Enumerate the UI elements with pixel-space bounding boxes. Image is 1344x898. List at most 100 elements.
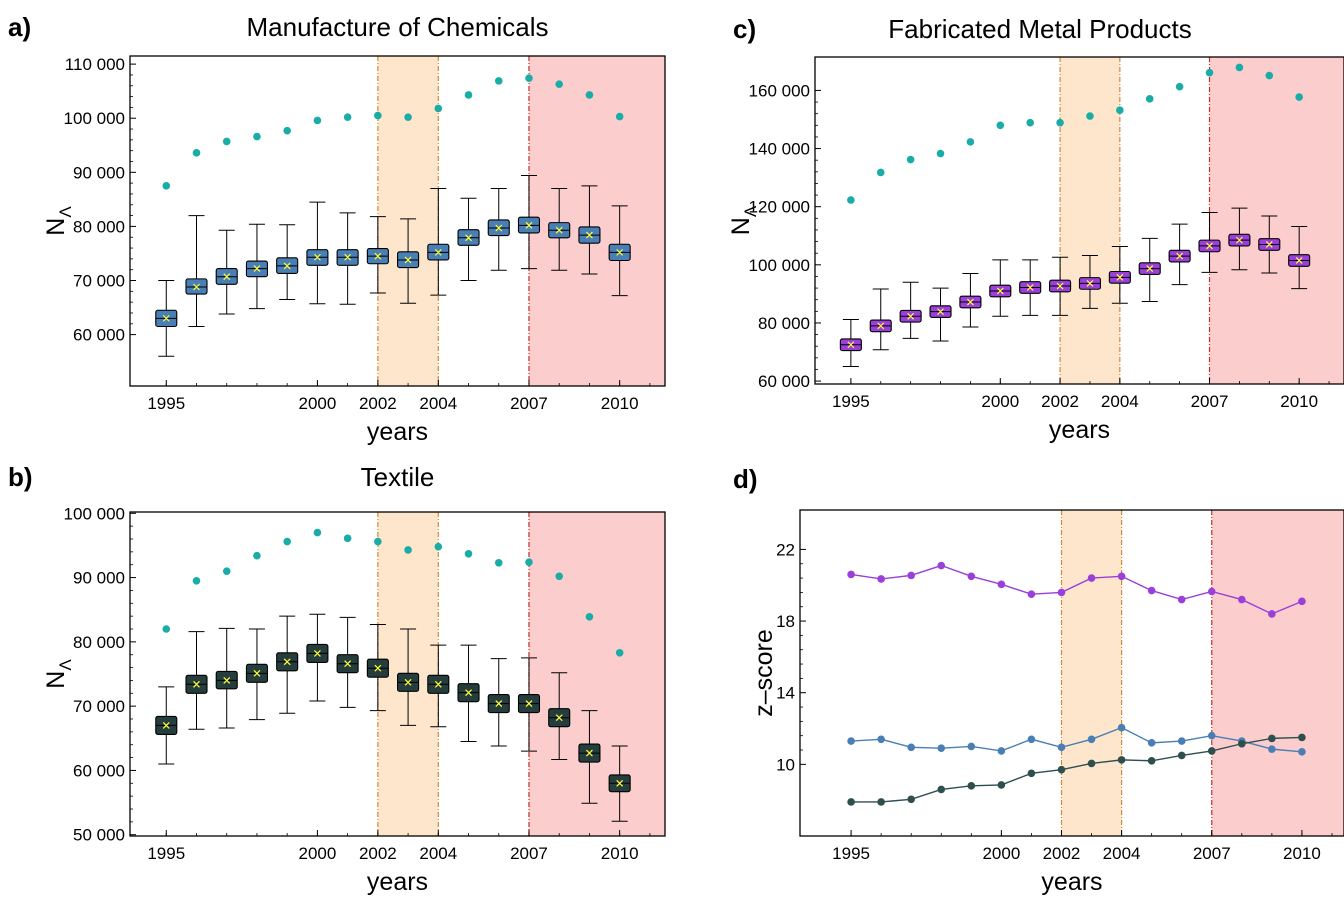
data-point [253, 132, 261, 141]
data-point [847, 196, 855, 204]
plot-frame [129, 511, 666, 837]
mean-marker [344, 660, 352, 668]
x-tick-label: 1995 [147, 394, 185, 413]
data-point [876, 168, 885, 177]
series-point [997, 580, 1006, 589]
y-axis-label-subscript: Λ [56, 206, 75, 218]
panel-c: 60 000 80 000 100 000 120 000 140 000 160 000… [727, 56, 1344, 444]
mean-marker [616, 779, 624, 787]
mean-marker [283, 658, 291, 666]
shaded-period [1061, 510, 1122, 836]
mean-marker [253, 669, 261, 677]
data-point [434, 542, 443, 551]
y-tick-label: 60 000 [758, 372, 810, 391]
series-point [1117, 756, 1126, 764]
y-tick-label: 160 000 [749, 81, 810, 100]
mean-marker [193, 680, 200, 688]
series-point [1147, 756, 1156, 765]
data-point [404, 546, 412, 554]
series-point [847, 737, 855, 745]
mean-marker [1206, 242, 1213, 250]
data-point [313, 116, 322, 125]
mean-marker [374, 252, 382, 260]
x-tick-label: 2002 [1041, 392, 1079, 411]
data-point [525, 74, 533, 82]
data-point [1116, 106, 1124, 114]
y-axis-label: NΛ [42, 206, 75, 236]
data-point [343, 534, 352, 543]
x-tick-label: 1995 [832, 392, 870, 411]
data-point [996, 121, 1005, 130]
y-axis-label-subscript: Λ [56, 659, 75, 671]
data-point [1235, 63, 1244, 72]
x-tick-label: 2004 [1101, 392, 1139, 411]
shaded-period [528, 56, 665, 386]
data-point [192, 149, 201, 157]
series-point [937, 744, 946, 753]
series-point [1057, 588, 1066, 597]
data-point [464, 91, 473, 99]
x-tick-label: 2010 [601, 394, 639, 413]
mean-marker [313, 650, 321, 657]
mean-marker [1086, 280, 1094, 287]
series-point [1298, 597, 1306, 606]
x-tick-label: 2002 [359, 394, 397, 413]
data-point [222, 567, 231, 575]
mean-marker [996, 287, 1004, 295]
x-tick-label: 2007 [1191, 392, 1229, 411]
data-point [343, 113, 352, 121]
series-point [847, 798, 855, 806]
shaded-period [1060, 57, 1120, 384]
mean-marker [495, 224, 503, 232]
series-point [1238, 739, 1246, 748]
y-axis-label: z–score [750, 629, 778, 717]
x-axis-label: years [1041, 868, 1102, 896]
data-point [192, 576, 201, 585]
series-point [1087, 735, 1096, 744]
series-line [851, 726, 1302, 753]
y-tick-label: 120 000 [749, 198, 810, 217]
x-tick-label: 2010 [1283, 844, 1321, 863]
mean-marker [495, 700, 503, 707]
mean-marker [193, 283, 200, 291]
y-tick-label: 90 000 [73, 569, 125, 588]
mean-marker [374, 664, 382, 672]
data-point [1205, 68, 1214, 77]
data-point [374, 111, 382, 120]
mean-marker [465, 234, 472, 242]
y-axis-label-main: N [42, 671, 70, 689]
series-point [1268, 734, 1276, 743]
mean-marker [1176, 252, 1184, 260]
data-point [162, 182, 171, 190]
mean-marker [1235, 236, 1243, 244]
data-point [494, 77, 503, 85]
series-point [907, 795, 916, 804]
plot-frame [814, 56, 1344, 385]
data-point [555, 80, 564, 88]
series-point [1057, 765, 1066, 774]
mean-marker [283, 262, 291, 270]
series-point [967, 742, 976, 751]
data-point [313, 528, 322, 537]
mean-marker [847, 341, 855, 349]
y-tick-label: 90 000 [73, 163, 125, 182]
mean-marker [555, 714, 563, 722]
shaded-period [1211, 510, 1344, 836]
series-point [877, 735, 885, 744]
x-tick-label: 2010 [601, 844, 639, 863]
y-tick-label: 80 000 [73, 217, 125, 236]
y-tick-label: 14 [776, 684, 795, 703]
mean-marker [313, 253, 321, 261]
mean-marker [1146, 265, 1154, 273]
series-point [847, 570, 855, 579]
data-point [966, 138, 975, 146]
data-point [906, 155, 915, 164]
series-point [1027, 769, 1036, 778]
series-point [1057, 743, 1066, 752]
mean-marker [1056, 282, 1064, 290]
x-tick-label: 2000 [298, 394, 336, 413]
shaded-period [528, 512, 665, 836]
y-axis-label-subscript: Λ [741, 205, 760, 217]
mean-marker [525, 221, 533, 229]
data-point [555, 572, 564, 581]
